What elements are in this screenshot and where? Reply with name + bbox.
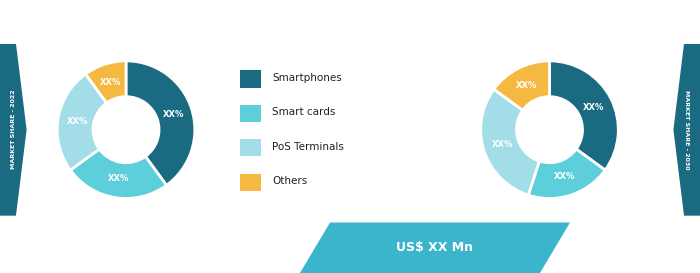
Polygon shape: [673, 44, 700, 216]
Wedge shape: [85, 61, 126, 103]
Bar: [10, 251, 15, 265]
Text: CAGR (2022-2030): CAGR (2022-2030): [590, 236, 662, 245]
Wedge shape: [126, 61, 195, 185]
Text: XX%: XX%: [583, 103, 604, 112]
Wedge shape: [494, 61, 550, 110]
Text: XX%: XX%: [587, 250, 629, 268]
Bar: [239, 174, 261, 191]
Text: XX%: XX%: [108, 174, 129, 183]
Text: Smart cards: Smart cards: [272, 108, 335, 117]
Text: XX%: XX%: [66, 117, 88, 126]
Bar: [31, 233, 36, 265]
Bar: [17, 245, 22, 265]
Wedge shape: [57, 74, 106, 170]
Bar: [239, 105, 261, 122]
Text: Smartphones: Smartphones: [272, 73, 342, 83]
Text: PoS Terminals: PoS Terminals: [272, 142, 344, 152]
Bar: [24, 239, 29, 265]
Wedge shape: [481, 89, 539, 195]
Bar: [239, 139, 261, 156]
Wedge shape: [528, 149, 606, 198]
Bar: [239, 70, 261, 88]
Text: US$ XX Mn: US$ XX Mn: [396, 241, 473, 254]
Text: XX%: XX%: [517, 81, 538, 90]
Bar: [38, 243, 43, 265]
Text: XX%: XX%: [554, 172, 575, 181]
Text: XX%: XX%: [100, 78, 121, 87]
Text: MARKET SHARE - 2030: MARKET SHARE - 2030: [684, 90, 690, 170]
Polygon shape: [300, 222, 570, 273]
Text: MARKET BY PAYMENT MODE: MARKET BY PAYMENT MODE: [55, 14, 295, 29]
Text: XX%: XX%: [162, 110, 184, 119]
Wedge shape: [70, 149, 167, 198]
Polygon shape: [0, 44, 27, 216]
Text: MARKET SHARE - 2022: MARKET SHARE - 2022: [10, 90, 16, 170]
Wedge shape: [550, 61, 618, 170]
Text: Incremental Growth -  Smartphones: Incremental Growth - Smartphones: [62, 243, 237, 253]
Text: Others: Others: [272, 176, 307, 186]
Text: XX%: XX%: [491, 141, 513, 150]
